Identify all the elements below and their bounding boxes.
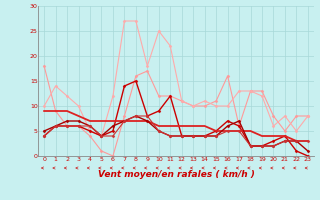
X-axis label: Vent moyen/en rafales ( km/h ): Vent moyen/en rafales ( km/h ) — [98, 170, 254, 179]
